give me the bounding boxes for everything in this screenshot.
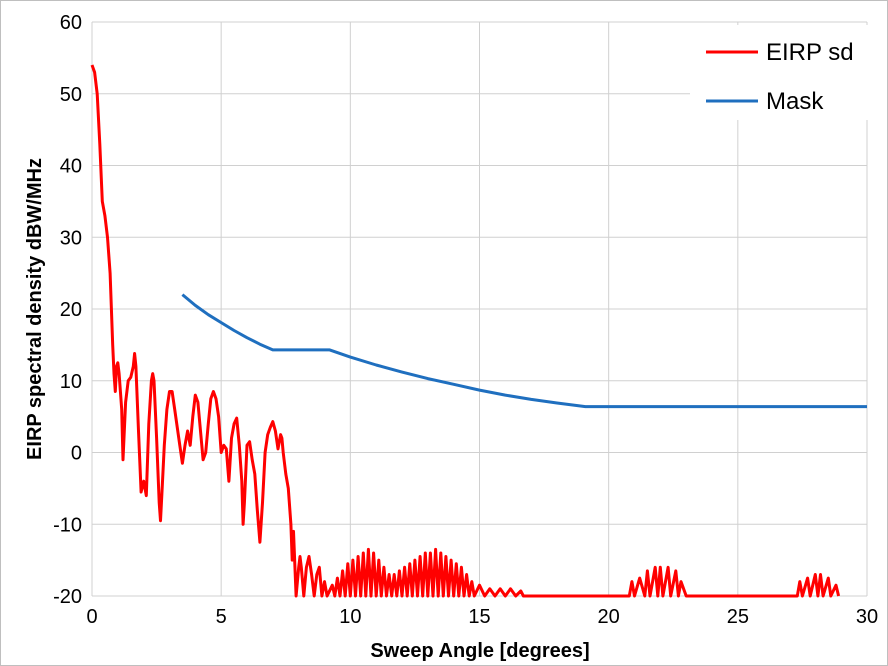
series-lines <box>90 64 867 598</box>
y-axis-title: EIRP spectral density dBW/MHz <box>24 158 46 460</box>
x-tick-label: 15 <box>468 606 490 628</box>
y-tick-label: 20 <box>60 299 82 321</box>
x-tick-label: 30 <box>856 606 878 628</box>
series-line-mask <box>181 293 867 409</box>
x-tick-label: 5 <box>216 606 227 628</box>
x-tick-label: 0 <box>86 606 97 628</box>
y-tick-label: -10 <box>53 514 82 536</box>
legend-label-eirp-sd: EIRP sd <box>766 39 854 66</box>
y-tick-label: 0 <box>71 443 82 465</box>
y-tick-label: 10 <box>60 371 82 393</box>
x-tick-label: 25 <box>727 606 749 628</box>
y-tick-label: 60 <box>60 12 82 34</box>
x-tick-label: 20 <box>598 606 620 628</box>
tick-labels: -20 -10 0 10 20 30 40 50 60 0 5 10 15 20 25 30 <box>53 12 878 628</box>
y-tick-label: 40 <box>60 156 82 178</box>
y-tick-label: -20 <box>53 586 82 608</box>
x-tick-label: 10 <box>339 606 361 628</box>
y-tick-label: 30 <box>60 227 82 249</box>
series-line-eirp-sd <box>90 64 841 598</box>
legend-box <box>690 25 870 120</box>
y-tick-label: 50 <box>60 84 82 106</box>
x-axis-title: Sweep Angle [degrees] <box>370 640 589 662</box>
legend-label-mask: Mask <box>766 88 824 115</box>
